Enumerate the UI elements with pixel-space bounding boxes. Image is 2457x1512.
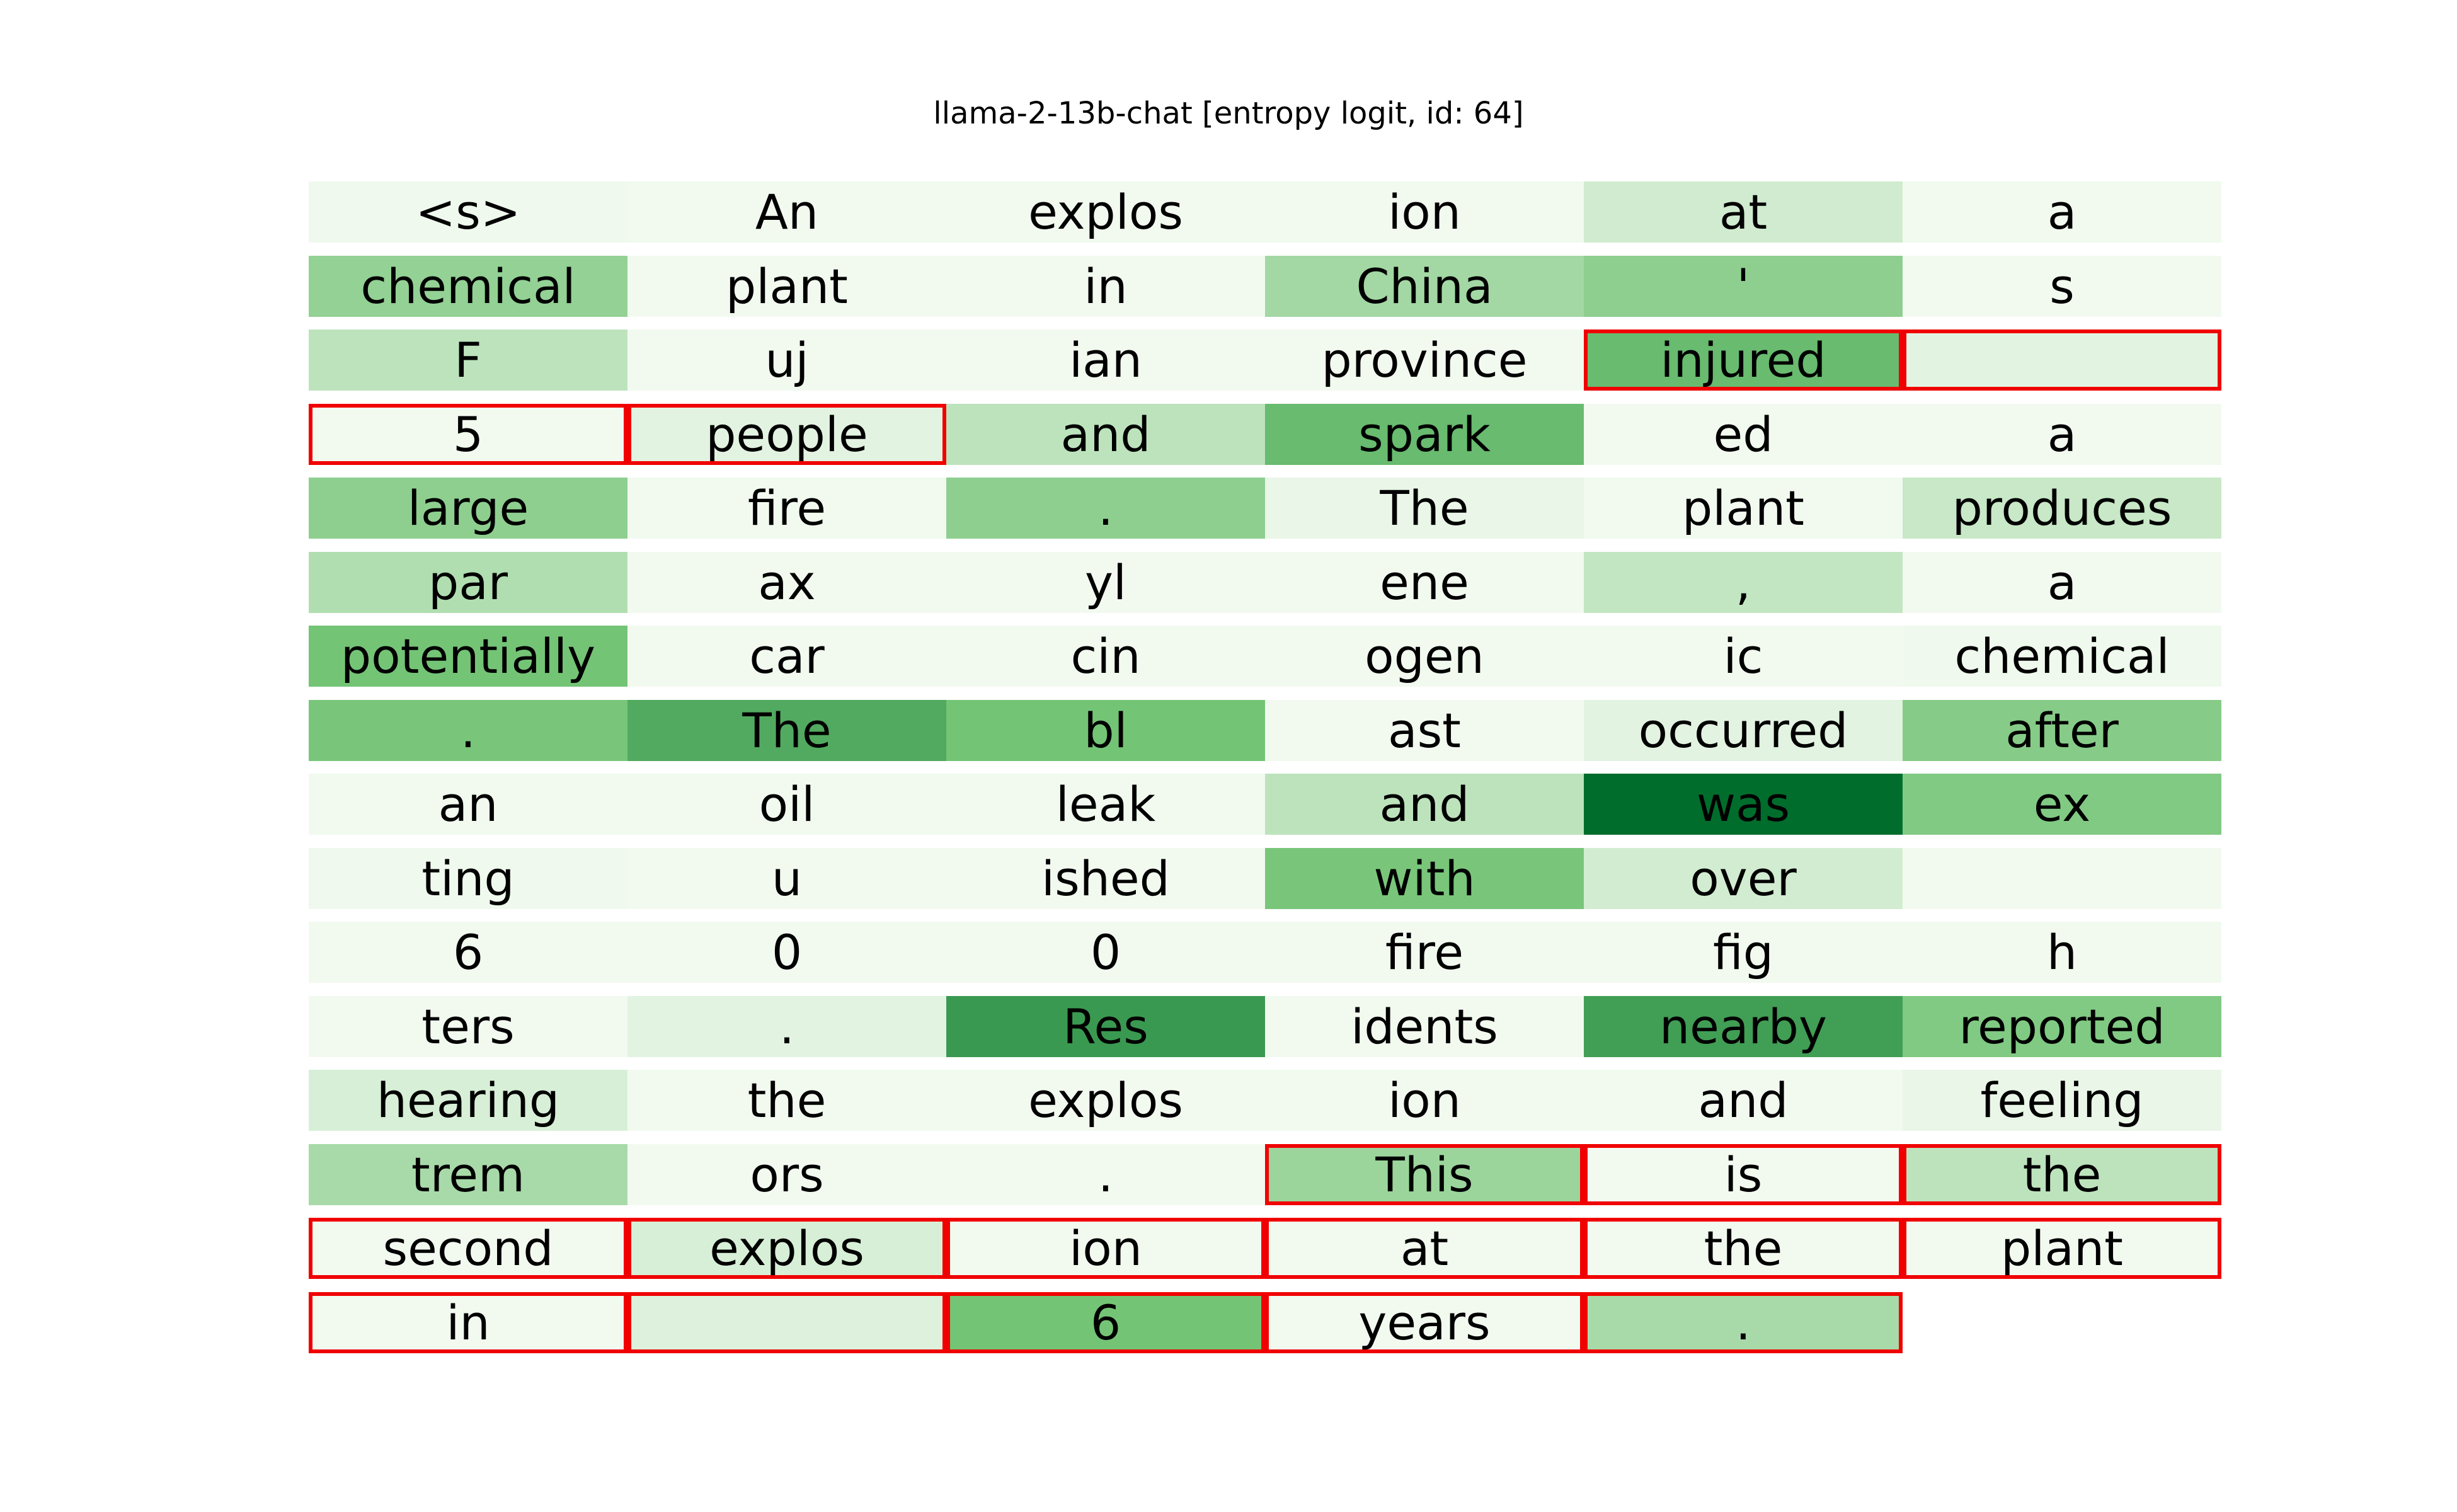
token-cell: ting [309,847,627,909]
token-cell: This [1265,1143,1584,1205]
token-cell: ex [1903,774,2221,835]
token-cell: F [309,329,627,391]
token-cell: 0 [627,922,946,983]
token-cell: at [1265,1218,1584,1279]
token-cell: years [1265,1292,1584,1353]
token-cell: ed [1584,403,1903,465]
chart-title: llama-2-13b-chat [entropy logit, id: 64] [933,96,1524,131]
token-cell: ian [946,329,1265,391]
token-cell: bl [946,699,1265,761]
token-cell: people [627,403,946,465]
token-cell: a [1903,403,2221,465]
token-cell: oil [627,774,946,835]
token-cell: potentially [309,626,627,687]
token-cell: at [1584,181,1903,243]
token-cell: . [627,995,946,1057]
token-cell: 5 [309,403,627,465]
token-cell: explos [946,181,1265,243]
token-cell: , [1584,551,1903,613]
token-cell: The [1265,478,1584,539]
token-cell: fire [627,478,946,539]
token-cell: The [627,699,946,761]
token-cell: 6 [946,1292,1265,1353]
token-cell: <s> [309,181,627,243]
token-cell: u [627,847,946,909]
token-cell: a [1903,181,2221,243]
token-cell: feeling [1903,1070,2221,1131]
token-cell: . [946,1143,1265,1205]
token-cell: ion [1265,1070,1584,1131]
token-cell: trem [309,1143,627,1205]
token-cell [1903,847,2221,909]
token-cell: occurred [1584,699,1903,761]
token-cell: was [1584,774,1903,835]
token-cell: plant [627,255,946,317]
token-cell: ene [1265,551,1584,613]
token-cell: 6 [309,922,627,983]
token-cell: yl [946,551,1265,613]
token-cell: the [1903,1143,2221,1205]
token-cell [1903,329,2221,391]
token-cell: h [1903,922,2221,983]
token-cell: an [309,774,627,835]
token-cell: ion [946,1218,1265,1279]
token-cell: China [1265,255,1584,317]
token-cell: injured [1584,329,1903,391]
token-cell: in [309,1292,627,1353]
token-cell: plant [1903,1218,2221,1279]
token-cell: over [1584,847,1903,909]
token-cell: hearing [309,1070,627,1131]
token-cell: explos [946,1070,1265,1131]
token-cell: with [1265,847,1584,909]
token-cell: fire [1265,922,1584,983]
token-cell: in [946,255,1265,317]
token-cell: . [309,699,627,761]
token-cell: fig [1584,922,1903,983]
token-cell: An [627,181,946,243]
token-cell: second [309,1218,627,1279]
token-cell: . [1584,1292,1903,1353]
token-cell: ic [1584,626,1903,687]
token-cell: Res [946,995,1265,1057]
token-cell: and [1265,774,1584,835]
token-cell: and [946,403,1265,465]
token-cell: after [1903,699,2221,761]
token-cell: a [1903,551,2221,613]
token-cell: car [627,626,946,687]
token-cell: ' [1584,255,1903,317]
token-cell: and [1584,1070,1903,1131]
token-cell: province [1265,329,1584,391]
token-cell: large [309,478,627,539]
token-cell: s [1903,255,2221,317]
token-cell: ax [627,551,946,613]
token-cell: par [309,551,627,613]
token-cell: ogen [1265,626,1584,687]
token-cell: leak [946,774,1265,835]
token-cell: reported [1903,995,2221,1057]
token-cell: the [1584,1218,1903,1279]
token-cell: 0 [946,922,1265,983]
token-cell: uj [627,329,946,391]
token-cell: ors [627,1143,946,1205]
token-cell: ished [946,847,1265,909]
token-cell: chemical [309,255,627,317]
token-cell: produces [1903,478,2221,539]
token-cell: idents [1265,995,1584,1057]
token-cell: ion [1265,181,1584,243]
token-cell: spark [1265,403,1584,465]
token-cell: cin [946,626,1265,687]
token-cell [627,1292,946,1353]
token-cell: nearby [1584,995,1903,1057]
token-cell: plant [1584,478,1903,539]
token-cell: ast [1265,699,1584,761]
token-cell: ters [309,995,627,1057]
token-cell: the [627,1070,946,1131]
token-cell: is [1584,1143,1903,1205]
token-cell: explos [627,1218,946,1279]
token-cell: chemical [1903,626,2221,687]
token-cell: . [946,478,1265,539]
